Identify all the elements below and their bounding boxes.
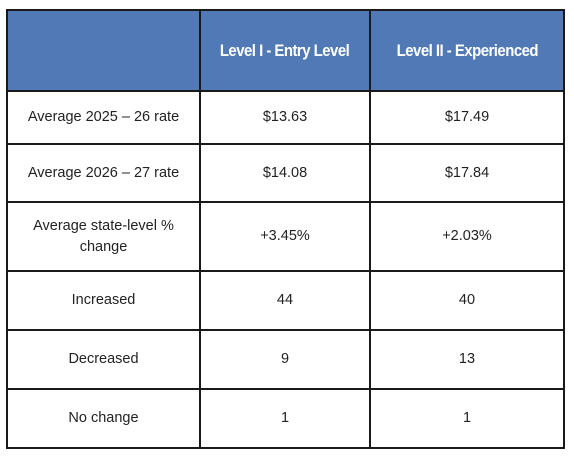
rate-table: Level I - Entry Level Level II - Experie… — [6, 9, 565, 449]
table-cell: 40 — [369, 270, 565, 331]
table-row: No change 1 1 — [6, 388, 565, 449]
table-cell: 1 — [199, 388, 371, 449]
table-cell: +2.03% — [369, 201, 565, 272]
row-label: Decreased — [6, 329, 201, 390]
header-cell: Level I - Entry Level — [199, 9, 371, 92]
table-row: Average 2026 – 27 rate $14.08 $17.84 — [6, 143, 565, 203]
table-cell: $17.49 — [369, 90, 565, 145]
header-cell — [6, 9, 201, 92]
table-cell: $14.08 — [199, 143, 371, 203]
row-label: No change — [6, 388, 201, 449]
table-cell: $13.63 — [199, 90, 371, 145]
row-label: Average state-level % change — [6, 201, 201, 272]
table-cell: 13 — [369, 329, 565, 390]
row-label: Average 2025 – 26 rate — [6, 90, 201, 145]
table-row: Average state-level % change +3.45% +2.03% — [6, 201, 565, 272]
row-label: Average 2026 – 27 rate — [6, 143, 201, 203]
table-cell: +3.45% — [199, 201, 371, 272]
table-body: Average 2025 – 26 rate $13.63 $17.49 Averag… — [6, 90, 565, 449]
table-cell: $17.84 — [369, 143, 565, 203]
table-cell: 9 — [199, 329, 371, 390]
header-text: Level II - Experienced — [396, 41, 538, 60]
header-row: Level I - Entry Level Level II - Experie… — [6, 9, 565, 92]
table-row: Average 2025 – 26 rate $13.63 $17.49 — [6, 90, 565, 145]
header-text: Level I - Entry Level — [220, 41, 350, 60]
row-label: Increased — [6, 270, 201, 331]
table-cell: 1 — [369, 388, 565, 449]
header-cell: Level II - Experienced — [369, 9, 565, 92]
table-row: Decreased 9 13 — [6, 329, 565, 390]
table-cell: 44 — [199, 270, 371, 331]
table-row: Increased 44 40 — [6, 270, 565, 331]
